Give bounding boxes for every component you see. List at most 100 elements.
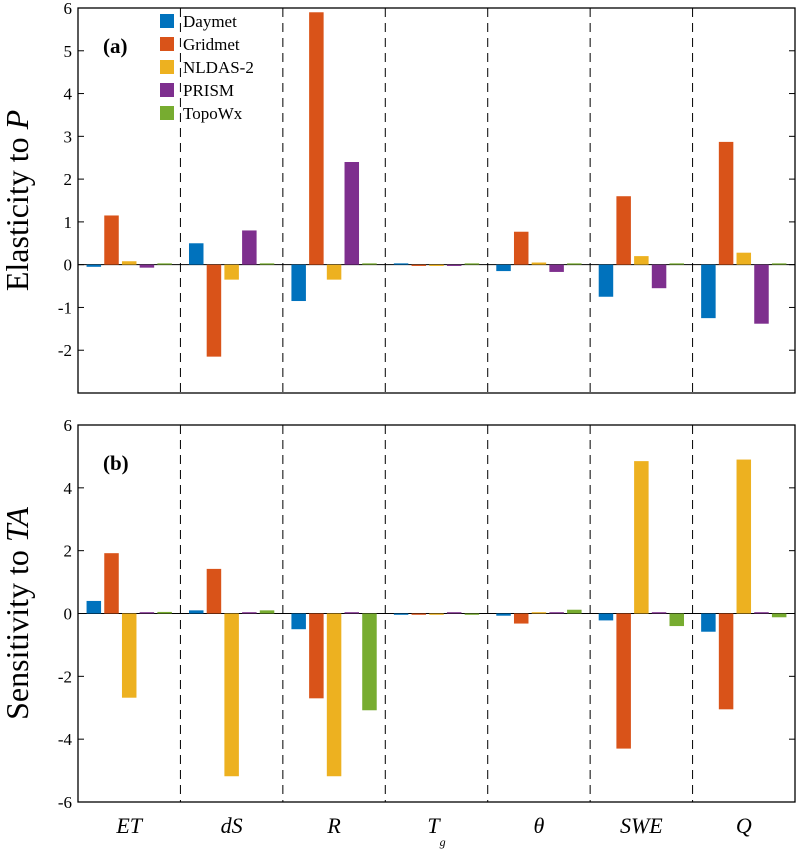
bar-daymet-1 [188,243,204,265]
x-tick-label-text: Q [736,813,752,838]
panel-a: -2 -1 0 1 2 3 4 5 6 (a) Elasticity to P [0,0,796,394]
bar-nldas-2-0 [121,261,137,265]
bar-prism-0 [139,612,155,614]
bar-topowx-2 [362,613,377,711]
bar-daymet-6 [701,613,716,632]
legend-swatch [160,83,174,97]
bar-gridmet-4 [513,231,529,265]
bar-topowx-1 [259,610,275,614]
bar-nldas-2-2 [326,613,342,777]
y-tick-label: 4 [64,85,73,104]
bar-topowx-1 [259,263,275,265]
bar-prism-4 [549,264,564,272]
x-tick-label: ET [115,813,143,838]
x-tick-label-text: dS [221,813,243,838]
plot-frame [77,7,796,394]
bar-daymet-5 [598,264,614,297]
bar-prism-6 [754,612,769,614]
bar-daymet-6 [701,264,716,319]
y-tick-label: 1 [64,213,73,232]
y-tick-label: 0 [64,605,73,624]
bar-prism-6 [754,264,769,324]
y-axis-label: Elasticity to P [0,110,35,291]
bar-topowx-5 [669,613,685,627]
legend-swatch [160,60,174,74]
panel-tag: (b) [103,451,129,475]
legend-entry: Daymet [183,12,237,31]
bar-daymet-1 [188,610,204,614]
panel-b: -6 -4 -2 0 2 4 6 (b) Sensitivity to TA [0,416,796,812]
bar-gridmet-1 [206,568,222,614]
x-tick-label-text: T [427,813,441,838]
bar-gridmet-6 [718,613,734,710]
x-tick-label-text: θ [534,813,545,838]
bar-topowx-4 [567,263,582,265]
bar-topowx-3 [464,263,480,265]
legend-swatch [160,37,174,51]
bar-nldas-2-2 [326,264,342,280]
bar-nldas-2-1 [224,613,239,777]
x-tick-label: dS [221,813,243,838]
y-tick-label: 6 [64,416,73,435]
bar-topowx-6 [771,263,787,265]
bar-prism-2 [344,612,360,614]
x-tick-label-text: R [326,813,341,838]
y-tick-label: 4 [64,479,73,498]
legend-entry: PRISM [183,81,234,100]
y-axis-label: Sensitivity to TA [0,507,35,720]
legend: Daymet Gridmet NLDAS-2 PRISM TopoWx [160,12,254,123]
bar-prism-0 [139,264,155,268]
bar-topowx-4 [567,609,582,614]
bar-gridmet-3 [411,613,427,615]
y-tick-label: 2 [64,170,73,189]
bar-nldas-2-0 [121,613,137,698]
x-tick-label: Tg [427,813,445,849]
bar-prism-5 [651,612,667,614]
bar-prism-2 [344,162,360,265]
x-tick-label-text: SWE [620,813,663,838]
legend-swatch [160,106,174,120]
y-tick-label: -1 [58,298,72,317]
bar-gridmet-2 [309,12,324,265]
bar-gridmet-2 [309,613,324,699]
bar-prism-1 [242,612,257,614]
y-axis-label-text: Elasticity to [0,129,35,291]
bar-prism-5 [651,264,667,289]
bar-gridmet-0 [104,215,119,265]
bar-prism-3 [446,612,462,614]
y-axis-label-variable: P [0,110,35,131]
bar-nldas-2-1 [224,264,239,280]
bar-daymet-2 [291,613,306,630]
bar-prism-4 [549,612,564,614]
x-tick-label-text: ET [115,813,143,838]
bar-daymet-3 [393,263,409,265]
y-tick-label: -2 [58,667,72,686]
bar-topowx-5 [669,263,685,265]
bar-topowx-3 [464,613,480,615]
y-tick-label: 5 [64,42,73,61]
bar-nldas-2-3 [429,264,444,266]
y-tick-label: 0 [64,256,73,275]
bar-gridmet-3 [411,264,427,266]
bar-topowx-2 [362,263,377,265]
bar-nldas-2-6 [736,252,752,265]
y-tick-label: 2 [64,542,73,561]
bar-topowx-0 [157,611,172,614]
bar-gridmet-5 [616,613,631,749]
bar-daymet-4 [496,613,511,616]
bar-daymet-5 [598,613,614,621]
y-axis-label-text: Sensitivity to [0,542,35,720]
bar-topowx-6 [771,613,787,618]
bar-nldas-2-3 [429,613,444,615]
bar-daymet-0 [86,264,102,267]
bar-nldas-2-5 [634,461,649,614]
legend-entry: Gridmet [183,35,240,54]
x-tick-label-subscript: g [440,835,446,849]
bar-nldas-2-5 [634,256,649,265]
x-tick-label: Q [736,813,752,838]
bar-gridmet-4 [513,613,529,624]
legend-entry: NLDAS-2 [183,58,254,77]
bar-topowx-0 [157,263,172,265]
y-tick-label: 6 [64,0,73,18]
